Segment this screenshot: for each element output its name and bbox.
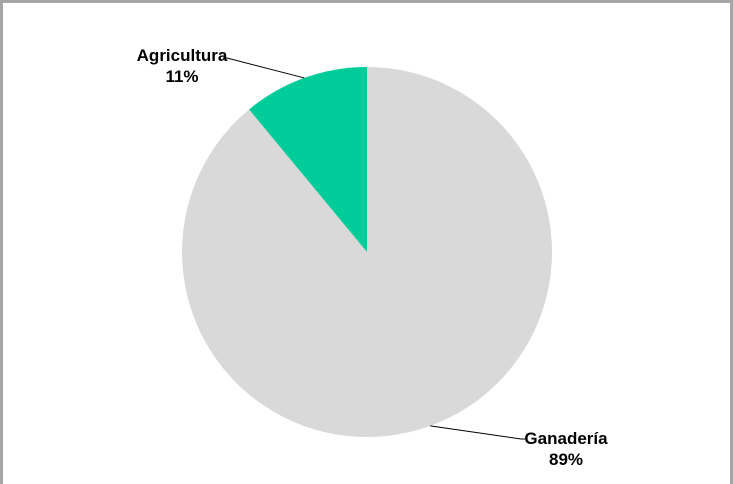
pie-slices bbox=[182, 67, 553, 438]
slice-category-label-ganaderia: Ganadería bbox=[524, 429, 608, 448]
pie-slice-agricultura bbox=[249, 67, 367, 252]
slice-category-label-agricultura: Agricultura bbox=[137, 46, 228, 65]
leader-line-agricultura bbox=[223, 57, 305, 79]
slice-labels: Ganadería 89% Agricultura 11% bbox=[137, 46, 608, 469]
leader-lines bbox=[223, 57, 525, 440]
leader-line-ganaderia bbox=[430, 425, 525, 440]
slice-percent-label-agricultura: 11% bbox=[165, 67, 198, 86]
slice-percent-label-ganaderia: 89% bbox=[549, 450, 583, 469]
pie-slice-ganaderia bbox=[182, 67, 553, 438]
